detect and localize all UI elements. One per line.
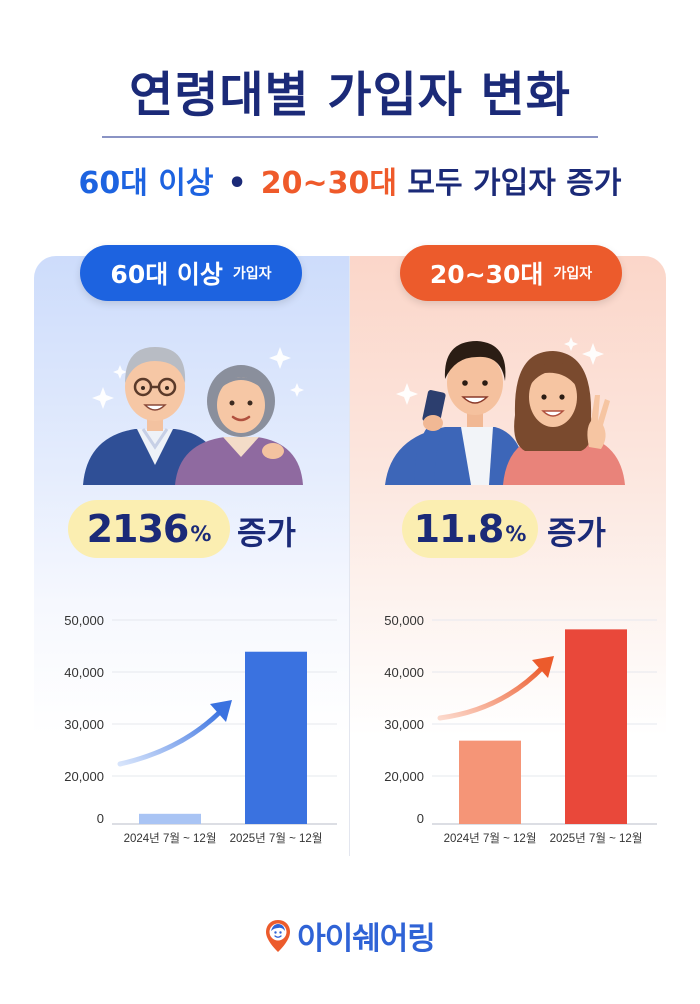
growth-arrow [437, 663, 547, 721]
y-tick-label: 20,000 [64, 769, 104, 784]
young-bar-chart: 0 20,000 30,000 40,000 50,000 2024년 7월 ~ 12월 2… [362, 600, 662, 850]
y-tick-label: 20,000 [384, 769, 424, 784]
senior-chart-svg: 0 20,000 30,000 40,000 50,000 2024년 7월 ~ 12월 2… [64, 613, 337, 845]
young-growth-stat: 11.8% [402, 500, 538, 558]
senior-badge-sub: 가입자 [232, 266, 272, 282]
young-growth-unit: % [505, 522, 527, 546]
young-badge-label: 20~30대 [429, 260, 544, 289]
senior-growth-value: 2136 [86, 507, 190, 551]
map-pin-face-icon [266, 919, 291, 952]
bar-2025 [245, 651, 307, 824]
senior-couple-illustration [75, 325, 315, 485]
subtitle-young: 20~30대 [260, 166, 397, 201]
young-growth-label: 증가 [547, 514, 606, 552]
panel-divider [349, 256, 350, 856]
senior-growth-unit: % [190, 522, 212, 546]
title-divider [102, 136, 598, 138]
bar-2024 [139, 813, 201, 824]
growth-arrow-head [210, 700, 232, 722]
page-title: 연령대별 가입자 변화 [129, 67, 571, 123]
x-tick-label: 2025년 7월 ~ 12월 [550, 832, 643, 845]
page-subtitle: 60대 이상 • 20~30대 모두 가입자 증가 [0, 158, 700, 202]
young-couple-illustration [385, 325, 625, 485]
young-badge: 20~30대 가입자 [400, 245, 622, 301]
bar-2024 [459, 740, 521, 824]
x-tick-label: 2025년 7월 ~ 12월 [230, 832, 323, 845]
brand-footer: 아이쉐어링 [0, 913, 700, 958]
y-tick-label: 50,000 [64, 613, 104, 628]
senior-bar-chart: 0 20,000 30,000 40,000 50,000 2024년 7월 ~ 12월 2… [42, 600, 342, 850]
subtitle-summary: 모두 가입자 증가 [407, 166, 622, 201]
young-chart-svg: 0 20,000 30,000 40,000 50,000 2024년 7월 ~ 12월 2… [384, 613, 657, 845]
senior-badge: 60대 이상 가입자 [80, 245, 302, 301]
brand-name: 아이쉐어링 [297, 921, 436, 957]
growth-arrow [117, 707, 225, 767]
y-tick-label: 40,000 [64, 665, 104, 680]
y-tick-label: 50,000 [384, 613, 424, 628]
senior-growth-stat: 2136% [68, 500, 230, 558]
y-tick-label: 40,000 [384, 665, 424, 680]
x-tick-label: 2024년 7월 ~ 12월 [444, 832, 537, 845]
bar-2025 [565, 629, 627, 824]
subtitle-separator: • [227, 166, 247, 201]
y-tick-label: 0 [97, 811, 104, 826]
senior-growth-label: 증가 [237, 514, 296, 552]
y-tick-label: 30,000 [384, 717, 424, 732]
subtitle-senior: 60대 이상 [78, 166, 214, 201]
young-badge-sub: 가입자 [553, 266, 593, 282]
young-growth-value: 11.8 [413, 507, 505, 551]
growth-arrow-head [532, 656, 554, 678]
senior-badge-label: 60대 이상 [110, 260, 223, 289]
x-tick-label: 2024년 7월 ~ 12월 [124, 832, 217, 845]
y-tick-label: 0 [417, 811, 424, 826]
y-tick-label: 30,000 [64, 717, 104, 732]
